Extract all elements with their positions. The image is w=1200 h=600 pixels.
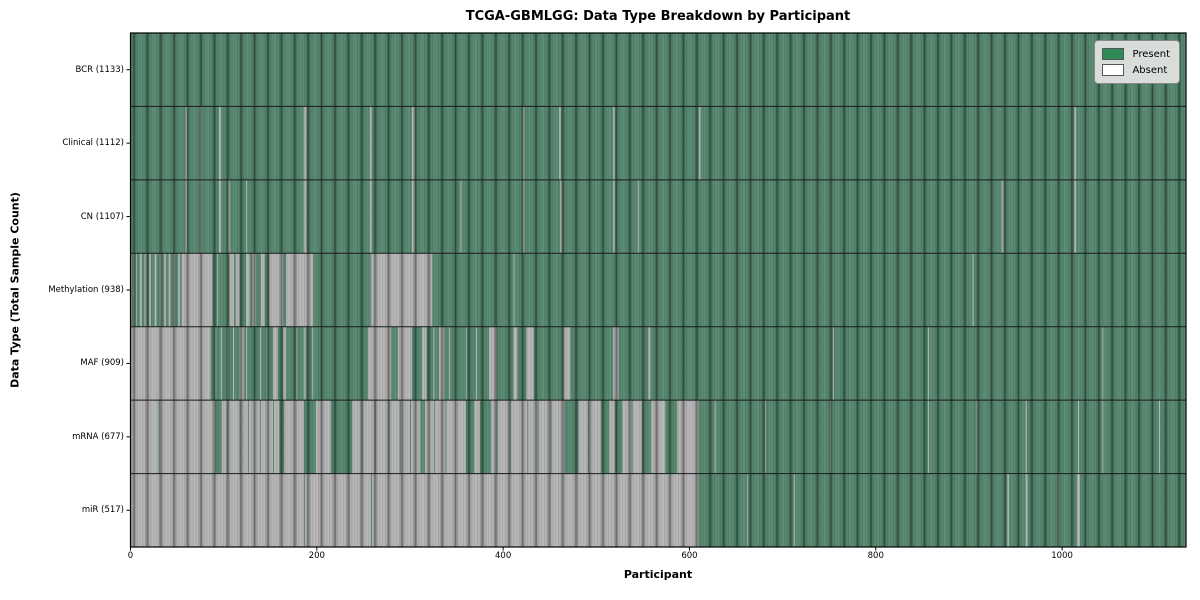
x-tick-600: 600 <box>681 551 698 561</box>
x-tick-800: 800 <box>867 551 884 561</box>
legend-entry-absent: Absent <box>1102 62 1170 78</box>
y-tick-miR: miR (517) <box>81 505 124 516</box>
x-axis-label: Participant <box>623 568 693 581</box>
y-tick-MAF: MAF (909) <box>80 358 124 369</box>
absent-swatch-icon <box>1102 64 1125 76</box>
x-tick-0: 0 <box>127 551 134 561</box>
x-tick-400: 400 <box>495 551 512 561</box>
x-tick-1000: 1000 <box>1051 551 1073 561</box>
legend-label-present: Present <box>1132 48 1170 60</box>
legend-label-absent: Absent <box>1132 64 1168 76</box>
y-tick-CN: CN (1107) <box>80 211 124 222</box>
chart-title: TCGA-GBMLGG: Data Type Breakdown by Part… <box>465 9 851 24</box>
legend-entry-present: Present <box>1102 46 1170 62</box>
present-swatch-icon <box>1102 48 1125 60</box>
x-tick-200: 200 <box>308 551 325 561</box>
y-axis-label: Data Type (Total Sample Count) <box>8 192 22 388</box>
y-tick-Methylation: Methylation (938) <box>48 285 124 295</box>
y-tick-Clinical: Clinical (1112) <box>62 138 124 149</box>
y-tick-BCR: BCR (1133) <box>75 64 125 75</box>
y-tick-mRNA: mRNA (677) <box>72 431 124 442</box>
legend: Present Absent <box>1094 40 1180 84</box>
